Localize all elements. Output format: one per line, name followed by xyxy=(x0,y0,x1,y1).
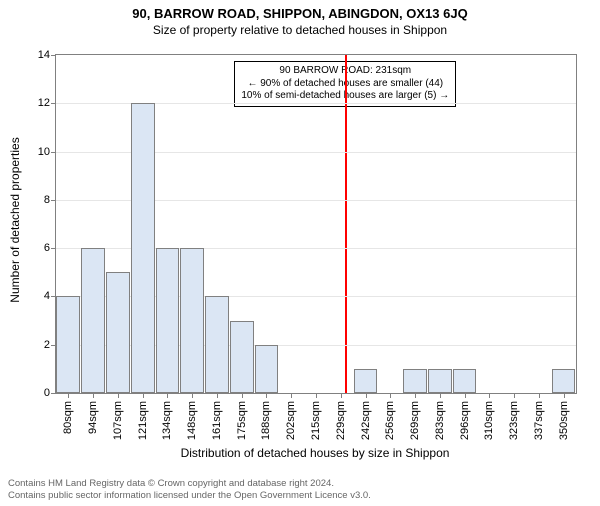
xtick-label: 134sqm xyxy=(161,401,173,440)
ytick-mark xyxy=(51,152,56,153)
bar xyxy=(106,272,130,393)
xtick-mark xyxy=(266,393,267,398)
plot-area: 90 BARROW ROAD: 231sqm ← 90% of detached… xyxy=(55,54,577,394)
xtick-mark xyxy=(68,393,69,398)
footer-line-2: Contains public sector information licen… xyxy=(8,490,371,502)
bar xyxy=(56,296,80,393)
bar xyxy=(255,345,279,393)
xtick-label: 215sqm xyxy=(310,401,322,440)
bar xyxy=(428,369,452,393)
marker-line xyxy=(345,55,347,393)
xtick-mark xyxy=(415,393,416,398)
xtick-mark xyxy=(316,393,317,398)
xtick-label: 242sqm xyxy=(360,401,372,440)
xtick-mark xyxy=(93,393,94,398)
ytick-label: 2 xyxy=(44,339,50,351)
xtick-label: 256sqm xyxy=(384,401,396,440)
xtick-label: 310sqm xyxy=(483,401,495,440)
xtick-label: 296sqm xyxy=(459,401,471,440)
xtick-mark xyxy=(291,393,292,398)
xtick-label: 121sqm xyxy=(137,401,149,440)
y-axis-label: Number of detached properties xyxy=(8,120,22,320)
ytick-label: 8 xyxy=(44,194,50,206)
bar xyxy=(453,369,477,393)
xtick-mark xyxy=(143,393,144,398)
xtick-label: 107sqm xyxy=(112,401,124,440)
xtick-mark xyxy=(366,393,367,398)
ytick-label: 14 xyxy=(38,49,50,61)
ytick-label: 6 xyxy=(44,242,50,254)
ytick-mark xyxy=(51,345,56,346)
ytick-mark xyxy=(51,103,56,104)
ytick-mark xyxy=(51,296,56,297)
bar xyxy=(180,248,204,393)
ytick-mark xyxy=(51,200,56,201)
xtick-mark xyxy=(167,393,168,398)
xtick-label: 80sqm xyxy=(62,401,74,434)
xtick-mark xyxy=(242,393,243,398)
bar xyxy=(354,369,378,393)
xtick-label: 350sqm xyxy=(558,401,570,440)
bar xyxy=(131,103,155,393)
ytick-label: 12 xyxy=(38,97,50,109)
xtick-label: 175sqm xyxy=(236,401,248,440)
xtick-mark xyxy=(192,393,193,398)
xtick-label: 229sqm xyxy=(335,401,347,440)
xtick-mark xyxy=(465,393,466,398)
xtick-mark xyxy=(514,393,515,398)
xtick-mark xyxy=(564,393,565,398)
footer-line-1: Contains HM Land Registry data © Crown c… xyxy=(8,478,371,490)
x-axis-label: Distribution of detached houses by size … xyxy=(55,446,575,460)
ytick-label: 0 xyxy=(44,387,50,399)
xtick-label: 202sqm xyxy=(285,401,297,440)
xtick-mark xyxy=(390,393,391,398)
bar xyxy=(205,296,229,393)
xtick-label: 269sqm xyxy=(409,401,421,440)
chart-title: 90, BARROW ROAD, SHIPPON, ABINGDON, OX13… xyxy=(0,6,600,21)
bar xyxy=(156,248,180,393)
footer-attribution: Contains HM Land Registry data © Crown c… xyxy=(8,478,371,502)
bar xyxy=(552,369,576,393)
ytick-label: 4 xyxy=(44,290,50,302)
chart-subtitle: Size of property relative to detached ho… xyxy=(0,23,600,37)
bar xyxy=(230,321,254,393)
xtick-mark xyxy=(489,393,490,398)
xtick-mark xyxy=(341,393,342,398)
xtick-label: 188sqm xyxy=(260,401,272,440)
xtick-label: 283sqm xyxy=(434,401,446,440)
xtick-label: 337sqm xyxy=(533,401,545,440)
xtick-mark xyxy=(440,393,441,398)
xtick-label: 94sqm xyxy=(87,401,99,434)
ytick-label: 10 xyxy=(38,146,50,158)
ytick-mark xyxy=(51,393,56,394)
xtick-mark xyxy=(217,393,218,398)
bar xyxy=(403,369,427,393)
chart-container: 90, BARROW ROAD, SHIPPON, ABINGDON, OX13… xyxy=(0,6,600,506)
xtick-mark xyxy=(118,393,119,398)
xtick-mark xyxy=(539,393,540,398)
xtick-label: 161sqm xyxy=(211,401,223,440)
ytick-mark xyxy=(51,55,56,56)
bar xyxy=(81,248,105,393)
ytick-mark xyxy=(51,248,56,249)
xtick-label: 323sqm xyxy=(508,401,520,440)
xtick-label: 148sqm xyxy=(186,401,198,440)
